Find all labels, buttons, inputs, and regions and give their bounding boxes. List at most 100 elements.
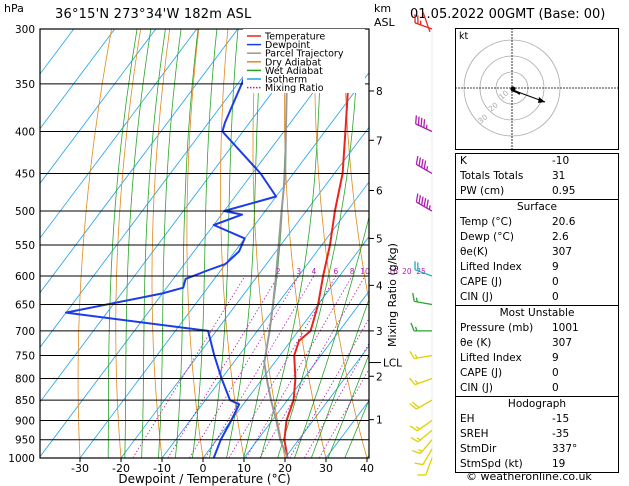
wet-adiabat-line [260, 29, 323, 458]
x-tick-label: 40 [360, 462, 374, 475]
x-tick-label: -30 [71, 462, 89, 475]
wet-adiabat-line [327, 353, 369, 458]
lcl-label: LCL [383, 358, 402, 370]
wind-barb [414, 14, 433, 30]
wind-barb [409, 399, 433, 410]
dry-adiabat-line [115, 29, 142, 458]
isotherm-line [120, 126, 369, 458]
x-tick-label: -10 [153, 462, 171, 475]
x-axis-title: Dewpoint / Temperature (°C) [118, 472, 290, 486]
unstable-row: Pressure (mb) 1001 [460, 322, 579, 334]
pressure-tick-label: 600 [15, 271, 35, 283]
basic-indices-box: K -10 Totals Totals 31 PW (cm) 0.95 [455, 153, 619, 200]
surface-row: CAPE (J) 0 [460, 276, 559, 288]
wet-adiabat-line [344, 399, 369, 458]
km-label: km [374, 2, 392, 15]
pressure-tick-label: 300 [15, 24, 35, 36]
index-row: Totals Totals 31 [460, 170, 566, 182]
location-title: 36°15'N 273°34'W 182m ASL [55, 7, 252, 22]
wet-adiabat-line [310, 298, 369, 458]
wind-barb [409, 419, 433, 432]
surface-box: Surface Temp (°C) 20.6 Dewp (°C) 2.6 θe(K)… [455, 200, 619, 306]
unstable-row: Lifted Index 9 [460, 352, 559, 364]
unstable-row: CAPE (J) 0 [460, 367, 559, 379]
surface-row: Lifted Index 9 [460, 261, 559, 273]
isotherm-line [284, 345, 369, 458]
isotherm-line [40, 29, 75, 75]
pressure-tick-label: 550 [15, 240, 35, 252]
pressure-tick-label: 650 [15, 300, 35, 312]
pressure-tick-label: 900 [15, 415, 35, 427]
hodograph-unit-label: kt [459, 31, 469, 42]
pressure-tick-label: 700 [15, 326, 35, 338]
hodo-row: StmSpd (kt) 19 [460, 458, 566, 470]
mixing-ratio-line [318, 368, 369, 458]
wet-adiabat-line [191, 29, 218, 458]
wind-barb [415, 155, 433, 175]
y-axis-title: Mixing Ratio (g/kg) [386, 243, 399, 347]
dewpoint-line [65, 29, 278, 458]
mixing-ratio-line [167, 275, 279, 458]
legend-box [243, 29, 365, 93]
wet-adiabat-line [294, 215, 369, 458]
dry-adiabat-line [186, 29, 204, 458]
isotherm-line [243, 290, 369, 458]
wind-barb [414, 261, 433, 277]
datetime-title: 01.05.2022 00GMT (Base: 00) [410, 7, 606, 22]
wind-barb [415, 115, 433, 133]
x-tick-label: 0 [200, 462, 207, 475]
legend-label: Dry Adiabat [265, 57, 322, 68]
wet-adiabat-line [107, 29, 138, 458]
isotherm-line [40, 29, 362, 458]
index-row: K -10 [460, 155, 570, 167]
x-tick-label: 20 [278, 462, 292, 475]
surface-row: θe(K) 307 [460, 246, 573, 258]
mixing-ratio-label: 3 [296, 267, 301, 276]
hodograph-title: Hodograph [507, 398, 567, 410]
mixing-ratio-label: 6 [334, 267, 339, 276]
hodo-row: SREH -35 [460, 428, 570, 440]
km-tick-label: 1 [376, 415, 383, 427]
pressure-tick-label: 400 [15, 127, 35, 139]
index-row: PW (cm) 0.95 [460, 185, 576, 197]
wet-adiabat-line [226, 29, 263, 458]
isotherm-line [40, 29, 198, 239]
wind-barb [417, 457, 433, 476]
mixing-ratio-label: 8 [350, 267, 355, 276]
surface-title: Surface [516, 201, 557, 213]
mixing-ratio-line [189, 275, 300, 458]
mixing-ratio-label: 20 [402, 267, 412, 276]
x-tick-label: 10 [237, 462, 251, 475]
pressure-tick-label: 350 [15, 79, 35, 91]
indices-panel: K -10 Totals Totals 31 PW (cm) 0.95 Surface… [455, 153, 619, 473]
unstable-row: CIN (J) 0 [460, 382, 559, 394]
wet-adiabat-line [243, 29, 291, 458]
hodo-row: StmDir 337° [460, 443, 578, 455]
wet-adiabat-line [174, 29, 199, 458]
wind-barb [409, 350, 433, 360]
isotherm-line [40, 29, 239, 294]
dry-adiabat-line [77, 29, 112, 458]
wind-barb [414, 448, 433, 466]
isotherm-line [202, 235, 369, 458]
wind-barb [410, 322, 432, 332]
hpa-label: hPa [4, 2, 24, 15]
hodograph-point [510, 86, 516, 92]
wind-barb [412, 292, 433, 306]
unstable-row: θe (K) 307 [460, 337, 573, 349]
mixing-ratio-line [245, 275, 353, 458]
most-unstable-title: Most Unstable [499, 307, 575, 319]
pressure-tick-label: 800 [15, 373, 35, 385]
isotherm-line [40, 29, 321, 403]
wet-adiabat-line [209, 29, 239, 458]
mixing-ratio-label: 4 [311, 267, 316, 276]
wet-adiabat-line [277, 29, 360, 458]
isotherm-line [161, 181, 369, 458]
mixing-ratio-line [259, 275, 366, 458]
surface-row: Temp (°C) 20.6 [460, 216, 576, 228]
pressure-tick-label: 750 [15, 350, 35, 362]
wet-adiabat-line [141, 29, 166, 458]
km-tick-label: 7 [376, 135, 383, 147]
